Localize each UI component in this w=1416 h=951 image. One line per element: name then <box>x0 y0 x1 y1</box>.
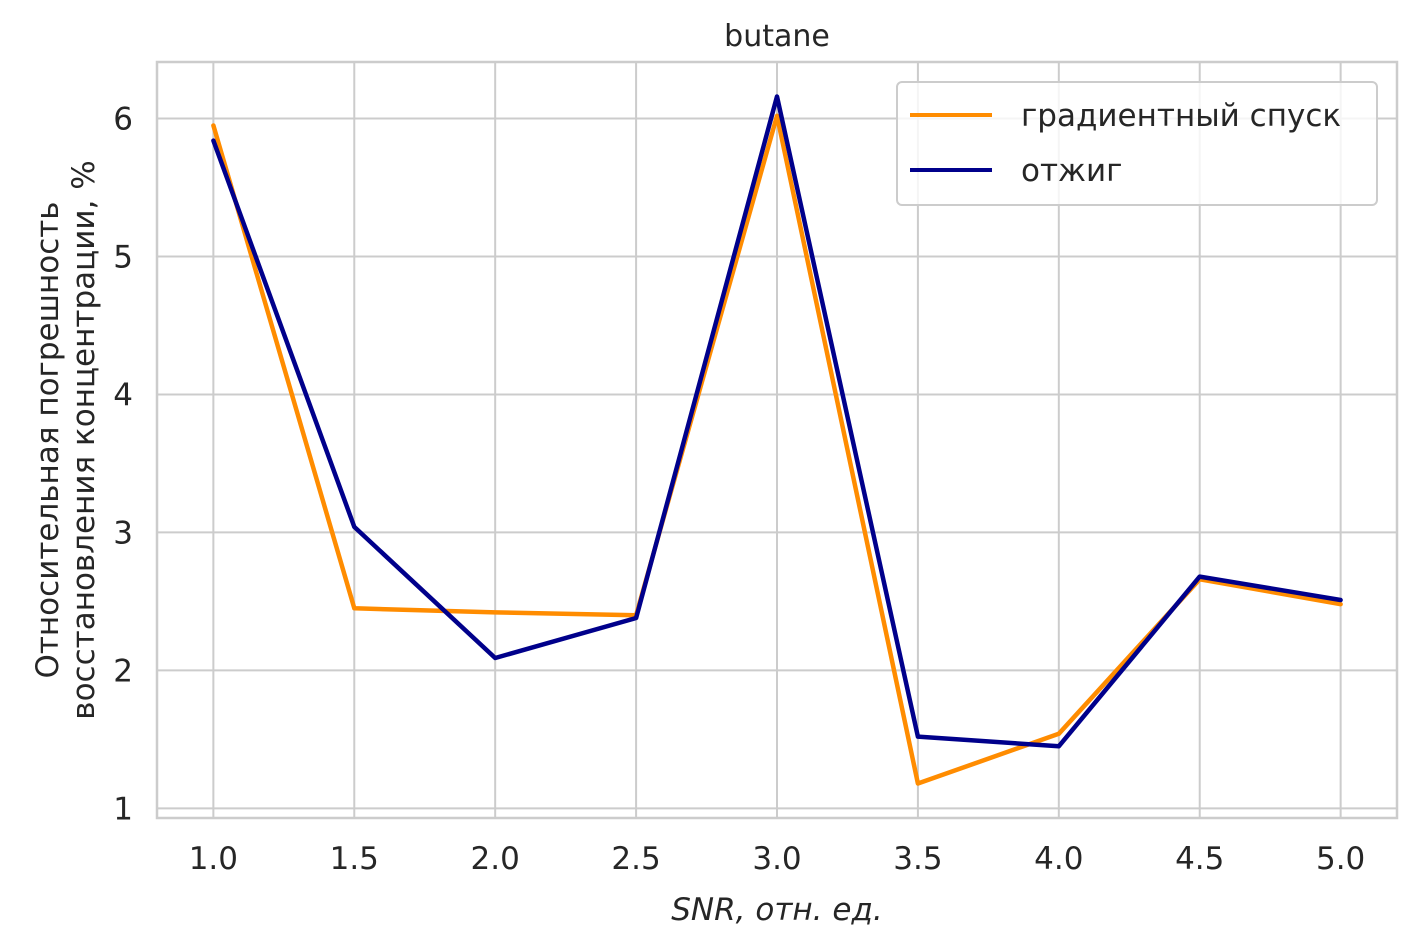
x-tick-label: 3.5 <box>893 841 942 877</box>
legend-label-gradient: градиентный спуск <box>1021 98 1341 134</box>
x-tick-label: 3.0 <box>752 841 801 877</box>
series-lines <box>211 94 1343 786</box>
x-tick-label: 4.0 <box>1034 841 1083 877</box>
legend-box <box>896 81 1378 206</box>
y-axis-label-line-1: Относительная погрешность <box>30 201 66 678</box>
y-tick-label: 2 <box>113 653 133 689</box>
y-tick-label: 1 <box>113 791 133 827</box>
legend-label-annealing: отжиг <box>1021 153 1122 189</box>
y-axis-label: Относительная погрешность восстановления… <box>30 160 102 719</box>
x-tick-labels: 1.0 1.5 2.0 2.5 3.0 3.5 4.0 4.5 5.0 <box>189 841 1366 877</box>
x-tick-label: 1.0 <box>189 841 238 877</box>
legend: градиентный спуск отжиг <box>896 81 1378 206</box>
series-line-2 <box>211 94 1343 749</box>
x-tick-label: 5.0 <box>1316 841 1365 877</box>
x-tick-label: 2.5 <box>611 841 660 877</box>
chart-title: butane <box>724 19 830 54</box>
x-tick-label: 2.0 <box>471 841 520 877</box>
y-axis-label-line-2: восстановления концентрации, % <box>66 160 102 719</box>
y-tick-label: 5 <box>113 240 133 276</box>
y-tick-label: 3 <box>113 515 133 551</box>
x-tick-label: 4.5 <box>1175 841 1224 877</box>
y-tick-label: 4 <box>113 377 133 413</box>
x-axis-label: SNR, отн. ед. <box>671 892 882 928</box>
x-tick-label: 1.5 <box>330 841 379 877</box>
plot-frame <box>155 60 1399 820</box>
y-tick-label: 6 <box>113 102 133 138</box>
y-tick-labels: 1 2 3 4 5 6 <box>113 102 133 828</box>
